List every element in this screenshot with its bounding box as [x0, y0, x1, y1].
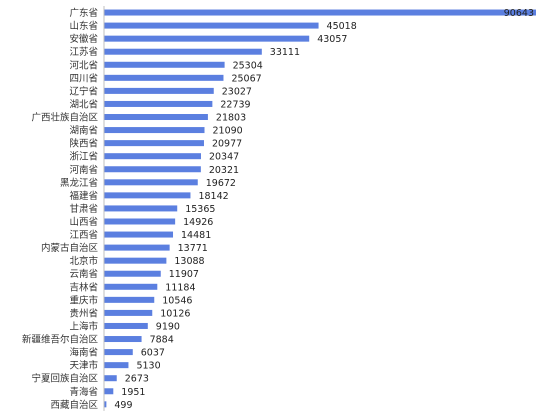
- bars-layer: [104, 9, 536, 408]
- category-label: 江西省: [69, 229, 98, 241]
- category-label: 新疆维吾尔自治区: [22, 334, 99, 346]
- value-labels-layer: 90643 45018 43057 33111 25304 25067 23027 22739…: [114, 8, 534, 411]
- category-label: 云南省: [69, 268, 98, 280]
- category-label: 四川省: [69, 72, 98, 84]
- bar: [104, 140, 204, 147]
- category-label: 贵州省: [69, 307, 98, 319]
- category-label: 山西省: [69, 216, 98, 228]
- bar: [104, 100, 213, 107]
- bar: [104, 244, 170, 251]
- value-label: 7884: [150, 335, 174, 346]
- value-label: 20347: [209, 152, 239, 163]
- category-labels-layer: 广东省山东省安徽省江苏省河北省四川省辽宁省湖北省广西壮族自治区湖南省陕西省浙江省…: [22, 7, 99, 411]
- category-label: 陕西省: [69, 138, 98, 150]
- value-label: 15365: [185, 204, 215, 215]
- bar: [104, 22, 319, 29]
- bar: [104, 74, 224, 81]
- value-label: 20321: [209, 165, 239, 176]
- category-label: 安徽省: [69, 33, 98, 45]
- category-label: 辽宁省: [69, 85, 98, 97]
- bar: [104, 9, 536, 16]
- value-label: 90643: [504, 8, 534, 19]
- bar: [104, 231, 174, 238]
- category-label: 江苏省: [69, 46, 98, 58]
- value-label: 13771: [178, 243, 208, 254]
- category-label: 广东省: [69, 7, 98, 19]
- bar: [104, 218, 176, 225]
- value-label: 25067: [231, 73, 261, 84]
- bar: [104, 283, 158, 290]
- bar: [104, 35, 310, 42]
- category-label: 黑龙江省: [60, 177, 98, 189]
- value-label: 19672: [206, 178, 236, 189]
- category-label: 重庆市: [69, 294, 98, 306]
- value-label: 14481: [181, 230, 211, 241]
- bar: [104, 309, 153, 316]
- value-label: 21090: [213, 126, 243, 137]
- category-label: 福建省: [69, 190, 98, 202]
- bar: [104, 166, 201, 173]
- value-label: 9190: [156, 321, 180, 332]
- bar: [104, 179, 198, 186]
- category-label: 浙江省: [69, 151, 98, 163]
- bar: [104, 114, 208, 121]
- value-label: 43057: [317, 34, 347, 45]
- category-label: 湖南省: [69, 125, 98, 137]
- category-label: 山东省: [69, 20, 98, 32]
- bar: [104, 336, 142, 343]
- value-label: 22739: [220, 99, 250, 110]
- bar: [104, 296, 155, 303]
- value-label: 10126: [160, 308, 190, 319]
- value-label: 2673: [125, 374, 149, 385]
- bar: [104, 61, 225, 68]
- category-label: 湖北省: [69, 98, 98, 110]
- value-label: 14926: [183, 217, 213, 228]
- value-label: 45018: [327, 21, 357, 32]
- category-label: 海南省: [69, 347, 98, 359]
- value-label: 10546: [162, 295, 192, 306]
- bar: [104, 127, 205, 134]
- category-label: 吉林省: [69, 281, 98, 293]
- value-label: 1951: [121, 387, 145, 398]
- bar: [104, 270, 161, 277]
- bar: [104, 192, 191, 199]
- category-label: 河南省: [69, 164, 98, 176]
- value-label: 23027: [222, 86, 252, 97]
- value-label: 6037: [141, 348, 165, 359]
- bar: [104, 349, 133, 356]
- bar: [104, 48, 262, 55]
- category-label: 甘肃省: [69, 203, 98, 215]
- bar: [104, 362, 129, 369]
- value-label: 499: [114, 400, 132, 411]
- category-label: 天津市: [69, 360, 98, 372]
- value-label: 13088: [174, 256, 204, 267]
- value-label: 21803: [216, 113, 246, 124]
- bar: [104, 388, 114, 395]
- category-label: 宁夏回族自治区: [31, 373, 98, 385]
- bar: [104, 401, 107, 408]
- value-label: 11184: [165, 282, 195, 293]
- value-label: 25304: [233, 60, 263, 71]
- value-label: 11907: [169, 269, 199, 280]
- category-label: 内蒙古自治区: [41, 242, 99, 254]
- value-label: 33111: [270, 47, 300, 58]
- category-label: 河北省: [69, 59, 98, 71]
- value-label: 5130: [136, 361, 160, 372]
- bar: [104, 87, 214, 94]
- category-label: 北京市: [69, 255, 98, 267]
- category-label: 西藏自治区: [50, 399, 98, 411]
- bar: [104, 205, 178, 212]
- category-label: 上海市: [69, 320, 98, 332]
- bar: [104, 257, 167, 264]
- value-label: 18142: [198, 191, 228, 202]
- bar: [104, 153, 201, 160]
- bar: [104, 322, 148, 329]
- value-label: 20977: [212, 139, 242, 150]
- category-label: 青海省: [69, 386, 98, 398]
- category-label: 广西壮族自治区: [31, 112, 98, 124]
- bar: [104, 375, 117, 382]
